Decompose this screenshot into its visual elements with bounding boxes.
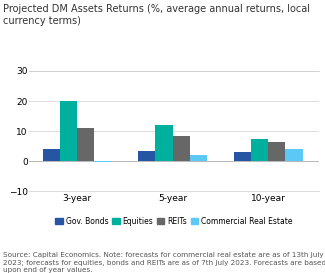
Bar: [173, 136, 190, 161]
Bar: [251, 139, 268, 161]
Bar: [94, 161, 111, 162]
Bar: [268, 141, 285, 161]
Bar: [138, 152, 155, 161]
Bar: [190, 155, 207, 161]
Text: Source: Capital Economics. Note: forecasts for commercial real estate are as of : Source: Capital Economics. Note: forecas…: [3, 252, 325, 273]
Bar: [43, 149, 60, 161]
Text: Projected DM Assets Returns (%, average annual returns, local
currency terms): Projected DM Assets Returns (%, average …: [3, 4, 310, 26]
Legend: Gov. Bonds, Equities, REITs, Commercial Real Estate: Gov. Bonds, Equities, REITs, Commercial …: [55, 216, 292, 225]
Bar: [155, 125, 173, 161]
Bar: [77, 128, 94, 161]
Bar: [234, 152, 251, 161]
Bar: [285, 149, 303, 161]
Bar: [60, 101, 77, 161]
